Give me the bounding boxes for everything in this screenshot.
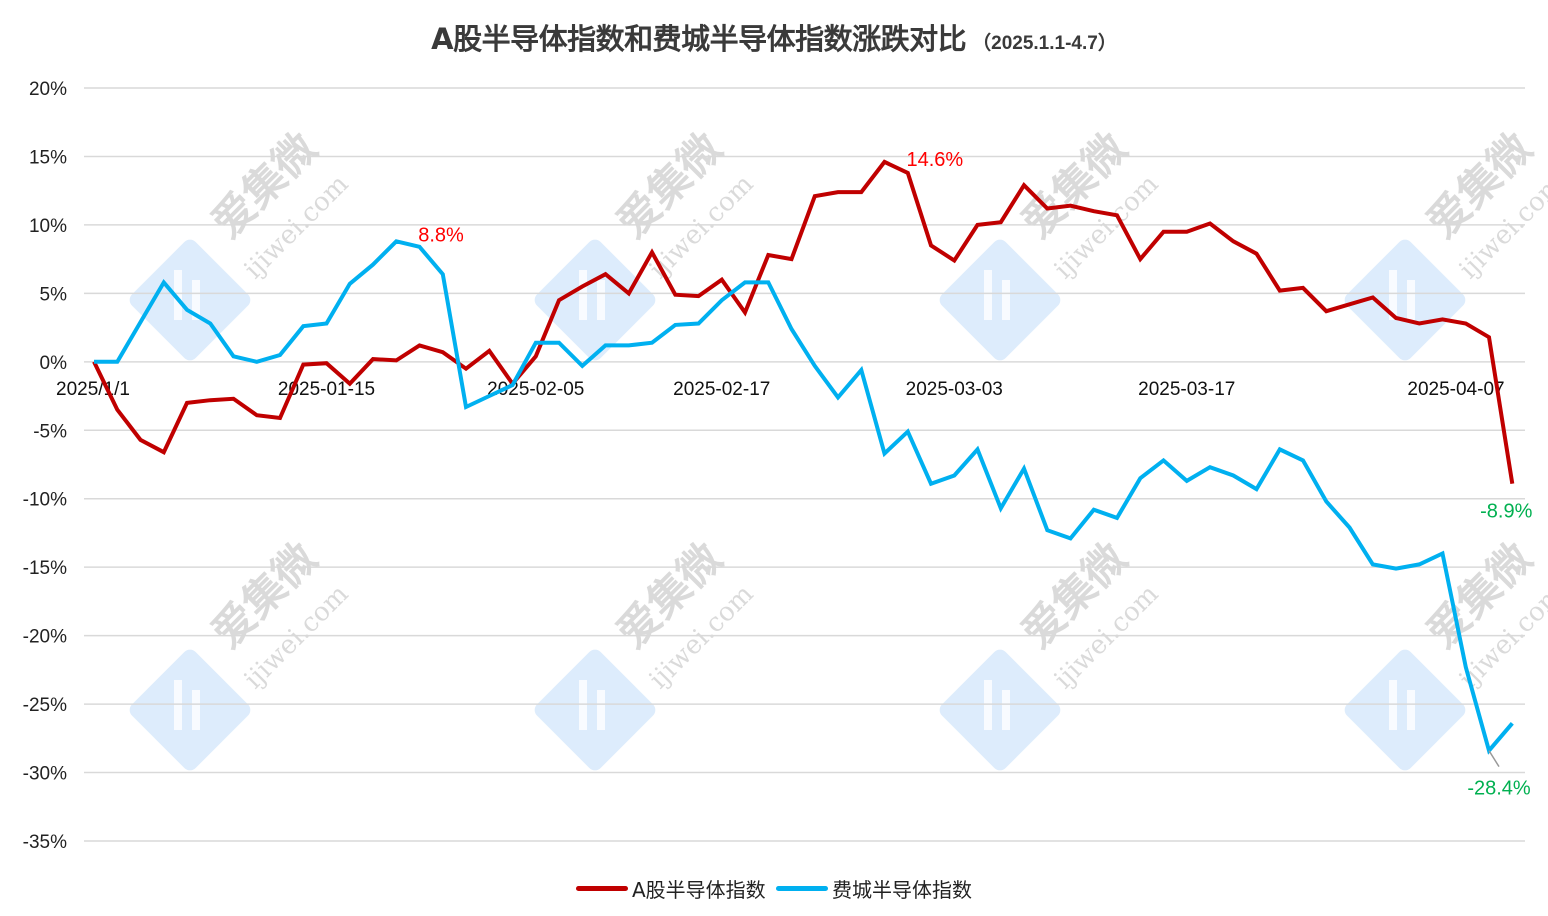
- legend-label: A股半导体指数: [631, 878, 766, 902]
- y-tick-label: -35%: [23, 832, 67, 853]
- legend-swatch-red: [575, 886, 628, 891]
- y-tick-label: 20%: [29, 79, 67, 100]
- legend-swatch-blue: [776, 886, 829, 891]
- series-lines: [92, 159, 1515, 755]
- x-tick-label: 2025-03-03: [906, 379, 1003, 400]
- legend: A股半导体指数 费城半导体指数: [0, 872, 1548, 903]
- data-label: -28.4%: [1467, 778, 1531, 800]
- y-tick-label: 5%: [40, 284, 68, 305]
- chart-title-main: A股半导体指数和费城半导体指数涨跌对比: [431, 22, 967, 56]
- chart-title: A股半导体指数和费城半导体指数涨跌对比 （2025.1.1-4.7）: [0, 16, 1548, 58]
- legend-item-sox[interactable]: 费城半导体指数: [776, 874, 972, 903]
- legend-item-a-share[interactable]: A股半导体指数: [575, 874, 766, 903]
- y-tick-label: -15%: [23, 558, 67, 579]
- data-label: 14.6%: [907, 149, 964, 171]
- series-line-sox: [94, 239, 1514, 755]
- y-tick-label: -20%: [23, 627, 67, 648]
- y-tick-label: -5%: [33, 421, 67, 442]
- x-axis-ticks: 2025/1/1 2025-01-15 2025-02-05 2025-02-17 20…: [56, 379, 1505, 400]
- series-line-a-share: [92, 159, 1515, 485]
- y-tick-label: -30%: [23, 764, 67, 785]
- x-tick-label: 2025-02-17: [673, 379, 770, 400]
- data-label: 8.8%: [418, 224, 464, 246]
- data-labels: 8.8% 14.6% -8.9% -28.4%: [418, 149, 1532, 800]
- data-label: -8.9%: [1480, 501, 1532, 523]
- legend-label: 费城半导体指数: [832, 878, 973, 902]
- y-tick-label: 0%: [40, 353, 68, 374]
- x-tick-label: 2025/1/1: [56, 379, 130, 400]
- x-tick-label: 2025-03-17: [1138, 379, 1235, 400]
- y-axis-ticks: 20% 15% 10% 5% 0% -5% -10% -15% -20% -25% -30% -35%: [23, 79, 67, 853]
- y-tick-label: 10%: [29, 216, 67, 237]
- chart-subtitle: （2025.1.1-4.7）: [972, 33, 1117, 54]
- y-tick-label: -25%: [23, 695, 67, 716]
- y-tick-label: 15%: [29, 147, 67, 168]
- y-tick-label: -10%: [23, 490, 67, 511]
- x-tick-label: 2025-04-07: [1407, 379, 1504, 400]
